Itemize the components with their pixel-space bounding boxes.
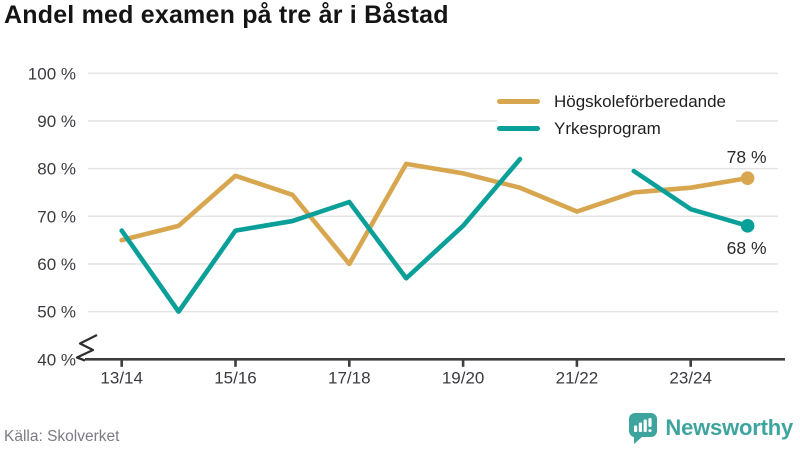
newsworthy-logo: Newsworthy — [627, 411, 793, 444]
series-line-hogskoleforberedande — [119, 161, 750, 267]
axis-break-icon — [75, 333, 98, 362]
chart-legend: Högskoleförberedande Yrkesprogram — [497, 88, 737, 142]
legend-swatch-hogskoleforberedande — [497, 99, 540, 104]
y-axis-tick-label: 90 % — [37, 112, 76, 131]
y-axis-tick-label: 40 % — [37, 350, 76, 369]
series-end-value-label-yrkesprogram: 68 % — [727, 238, 767, 258]
series-end-value-label-hogskoleforberedande: 78 % — [727, 147, 767, 167]
series-end-dot-yrkesprogram — [740, 219, 755, 233]
legend-label-hogskoleforberedande: Högskoleförberedande — [554, 91, 727, 111]
y-axis-tick-label: 60 % — [37, 255, 76, 274]
newsworthy-logo-icon — [629, 413, 658, 444]
x-axis-tick-label: 17/18 — [328, 368, 371, 387]
x-axis-tick-label: 23/24 — [669, 368, 712, 387]
y-axis-tick-label: 80 % — [37, 160, 76, 179]
source-caption: Källa: Skolverket — [4, 428, 120, 445]
x-axis-tick-label: 21/22 — [556, 368, 599, 387]
legend-item-hogskoleforberedande: Högskoleförberedande — [497, 88, 737, 115]
x-axis-tick-label: 19/20 — [442, 368, 485, 387]
series-end-dot-hogskoleforberedande — [740, 171, 755, 185]
y-axis-tick-label: 50 % — [37, 303, 76, 322]
legend-label-yrkesprogram: Yrkesprogram — [554, 118, 661, 138]
chart-title: Andel med examen på tre år i Båstad — [4, 1, 449, 29]
y-axis-tick-label: 100 % — [28, 64, 76, 83]
x-axis-tick-label: 15/16 — [214, 368, 257, 387]
newsworthy-logo-text: Newsworthy — [665, 414, 793, 440]
legend-swatch-yrkesprogram — [497, 126, 540, 131]
legend-item-yrkesprogram: Yrkesprogram — [497, 115, 737, 142]
series-line-yrkesprogram — [119, 156, 523, 314]
y-axis-tick-label: 70 % — [37, 207, 76, 226]
x-axis-tick-label: 13/14 — [100, 368, 143, 387]
series-line-yrkesprogram — [631, 168, 750, 229]
